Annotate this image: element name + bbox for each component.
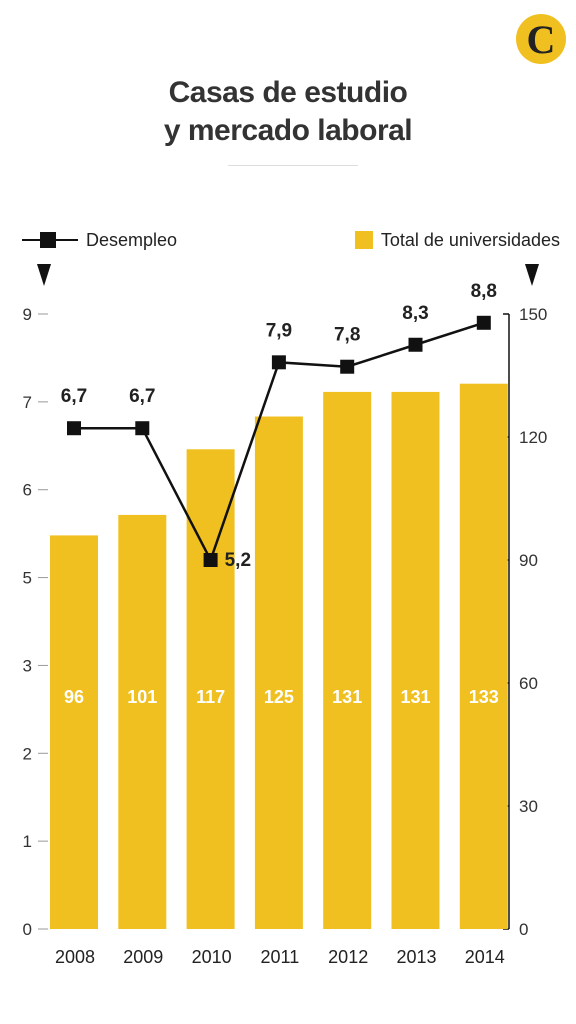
bar (118, 514, 167, 929)
bar (254, 416, 303, 929)
line-point (67, 421, 81, 436)
right-axis-tick-label: 0 (519, 920, 528, 939)
line-value-label: 5,2 (225, 550, 251, 571)
bar (323, 391, 372, 929)
line-point (135, 421, 150, 436)
x-axis-tick-label: 2009 (123, 947, 163, 967)
x-axis-tick-label: 2010 (192, 947, 232, 967)
left-axis-tick-label: 7 (23, 393, 32, 412)
line-value-label: 7,9 (266, 320, 292, 341)
bar-value-label: 133 (469, 687, 499, 707)
x-axis-tick-label: 2012 (328, 947, 368, 967)
left-axis-tick-label: 5 (23, 569, 32, 588)
title-line-1: Casas de estudio (168, 76, 408, 109)
line-value-label: 6,7 (129, 386, 155, 407)
x-axis-tick-label: 2008 (55, 947, 95, 967)
x-axis-tick-label: 2014 (465, 947, 505, 967)
right-axis-arrow-icon (525, 264, 539, 286)
left-axis-tick-label: 1 (23, 832, 32, 851)
line-point (203, 553, 218, 567)
legend-line-label: Desempleo (86, 229, 178, 250)
bar-value-label: 125 (264, 687, 294, 707)
left-axis-tick-label: 2 (23, 744, 32, 763)
line-value-label: 8,3 (402, 303, 428, 324)
line-value-label: 7,8 (334, 325, 360, 346)
page-title: Casas de estudio y mercado laboral (0, 74, 576, 150)
logo-letter: C (526, 17, 556, 62)
bar-value-label: 131 (332, 687, 362, 707)
line-value-label: 8,8 (471, 281, 497, 302)
line-point (476, 315, 491, 330)
right-axis-tick-label: 90 (519, 551, 538, 570)
left-axis-arrow-icon (37, 264, 51, 286)
bar (459, 383, 508, 929)
bar (391, 391, 440, 929)
left-axis-tick-label: 0 (23, 920, 32, 939)
left-axis-tick-label: 6 (23, 481, 32, 500)
line-point (408, 337, 423, 352)
x-axis-tick-label: 2013 (396, 947, 436, 967)
legend-line-swatch (22, 232, 78, 248)
legend-bar-label: Total de universidades (380, 229, 560, 250)
title-line-2: y mercado laboral (163, 114, 413, 147)
line-value-label: 6,7 (61, 386, 87, 407)
x-axis-tick-label: 2011 (261, 947, 300, 967)
right-axis-tick-label: 30 (519, 797, 538, 816)
bar (50, 535, 98, 929)
title-separator (228, 165, 358, 166)
bar-value-label: 101 (127, 687, 157, 707)
bar-value-label: 96 (64, 687, 84, 707)
right-axis-tick-label: 150 (519, 305, 547, 324)
legend-bar-entry: Total de universidades (354, 228, 560, 252)
legend-bar-swatch (354, 231, 373, 249)
legend-line-entry: Desempleo (22, 228, 177, 252)
right-axis-tick-label: 60 (519, 674, 538, 693)
left-axis-tick-label: 9 (23, 305, 32, 324)
logo: C (516, 14, 566, 64)
bar-value-label: 117 (196, 687, 225, 707)
line-point (340, 359, 355, 374)
left-axis-tick-label: 3 (23, 656, 32, 675)
line-point (271, 355, 286, 370)
bar-value-label: 131 (400, 687, 430, 707)
right-axis-tick-label: 120 (519, 428, 547, 447)
